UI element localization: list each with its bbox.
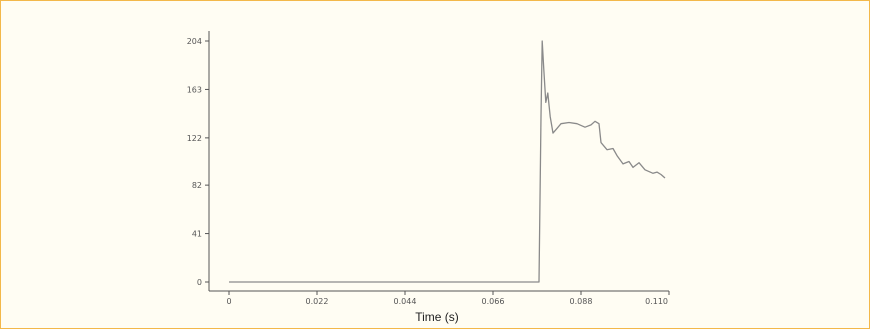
x-tick-label: 0.110 [645,297,668,306]
x-tick-label: 0.066 [482,297,505,306]
y-tick-label: 82 [192,181,202,190]
x-tick-label: 0 [226,297,231,306]
x-axis-ticks: 0 0.022 0.044 0.066 0.088 0.110 [226,291,670,306]
y-tick-label: 122 [187,134,202,143]
y-tick-label: 41 [192,230,202,239]
series-line [229,40,666,283]
y-tick-label: 163 [187,85,202,94]
series-layer [229,40,666,283]
axes [208,31,669,292]
x-tick-label: 0.044 [394,297,417,306]
y-axis-ticks: 0 41 82 122 163 204 [187,37,209,287]
x-tick-label: 0.088 [570,297,593,306]
x-axis-label: Time (s) [415,310,459,324]
y-tick-label: 0 [197,278,202,287]
x-tick-label: 0.022 [306,297,329,306]
y-tick-label: 204 [187,37,202,46]
